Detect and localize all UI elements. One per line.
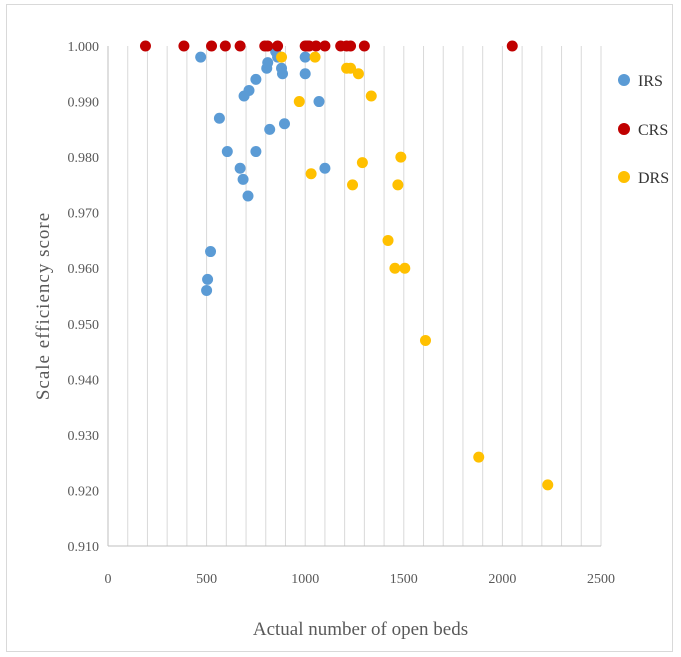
data-points xyxy=(139,40,554,491)
drs-point xyxy=(382,234,394,246)
irs-point xyxy=(277,68,289,80)
x-tick-label: 2500 xyxy=(587,572,615,587)
legend-label-drs: DRS xyxy=(638,170,669,187)
y-tick-label: 0.990 xyxy=(68,96,100,111)
axes xyxy=(107,46,601,547)
irs-point xyxy=(195,51,207,63)
x-tick-label: 1000 xyxy=(291,572,319,587)
y-tick-label: 0.950 xyxy=(68,318,100,333)
drs-point xyxy=(365,90,377,102)
x-tick-label: 2000 xyxy=(488,572,516,587)
irs-point xyxy=(234,162,246,174)
x-tick-label: 0 xyxy=(105,572,112,587)
crs-point xyxy=(234,40,246,52)
irs-point xyxy=(213,112,225,124)
legend-marker-drs xyxy=(618,171,630,183)
x-tick-label: 1500 xyxy=(390,572,418,587)
drs-point xyxy=(419,334,431,346)
irs-point xyxy=(205,246,217,258)
crs-point xyxy=(178,40,190,52)
irs-point xyxy=(250,73,262,85)
chart-frame: 0.910 0.920 0.930 0.940 0.950 0.960 0.970 0.980… xyxy=(6,4,673,652)
x-axis-title: Actual number of open beds xyxy=(253,619,468,640)
irs-point xyxy=(262,57,274,69)
irs-point xyxy=(319,162,331,174)
irs-point xyxy=(264,123,276,135)
y-tick-label: 0.980 xyxy=(68,151,100,166)
drs-point xyxy=(352,68,364,80)
irs-point xyxy=(221,146,233,158)
crs-point xyxy=(272,40,284,52)
drs-point xyxy=(276,51,288,63)
y-tick-label: 0.930 xyxy=(68,429,100,444)
irs-point xyxy=(250,146,262,158)
drs-point xyxy=(542,479,554,491)
y-tick-label: 0.910 xyxy=(68,540,100,555)
drs-point xyxy=(305,168,317,180)
crs-point xyxy=(506,40,518,52)
drs-point xyxy=(399,262,411,274)
drs-point xyxy=(392,179,404,191)
x-tick-label: 500 xyxy=(196,572,217,587)
crs-point xyxy=(139,40,151,52)
drs-point xyxy=(389,262,401,274)
drs-point xyxy=(309,51,321,63)
drs-point xyxy=(356,157,368,169)
crs-point xyxy=(358,40,370,52)
legend-marker-crs xyxy=(618,123,630,135)
irs-point xyxy=(299,68,311,80)
legend-label-irs: IRS xyxy=(638,73,663,90)
irs-point xyxy=(299,51,311,63)
y-tick-label: 0.940 xyxy=(68,373,100,388)
crs-point xyxy=(345,40,357,52)
drs-point xyxy=(347,179,359,191)
drs-point xyxy=(345,62,357,74)
irs-point xyxy=(313,96,325,108)
crs-point xyxy=(310,40,322,52)
crs-point xyxy=(219,40,231,52)
irs-point xyxy=(243,84,255,96)
legend-label-crs: CRS xyxy=(638,122,668,139)
tick-labels: 0.910 0.920 0.930 0.940 0.950 0.960 0.970 0.980… xyxy=(68,40,616,587)
drs-point xyxy=(473,451,485,463)
y-tick-label: 0.960 xyxy=(68,262,100,277)
drs-point xyxy=(293,96,305,108)
irs-point xyxy=(278,118,290,130)
irs-point xyxy=(201,284,213,296)
y-tick-label: 0.970 xyxy=(68,207,100,222)
grid-lines xyxy=(127,46,602,546)
irs-point xyxy=(202,273,214,285)
y-tick-label: 0.920 xyxy=(68,484,100,499)
irs-point xyxy=(242,190,254,202)
irs-point xyxy=(237,173,249,185)
scatter-chart: 0.910 0.920 0.930 0.940 0.950 0.960 0.970 0.980… xyxy=(33,40,669,640)
crs-point xyxy=(319,40,331,52)
legend-marker-irs xyxy=(618,74,630,86)
legend: IRS CRS DRS xyxy=(618,73,669,187)
drs-point xyxy=(395,151,407,163)
crs-point xyxy=(206,40,218,52)
crs-point xyxy=(262,40,274,52)
y-tick-label: 1.000 xyxy=(68,40,100,55)
y-axis-title: Scale efficiency score xyxy=(33,212,54,400)
